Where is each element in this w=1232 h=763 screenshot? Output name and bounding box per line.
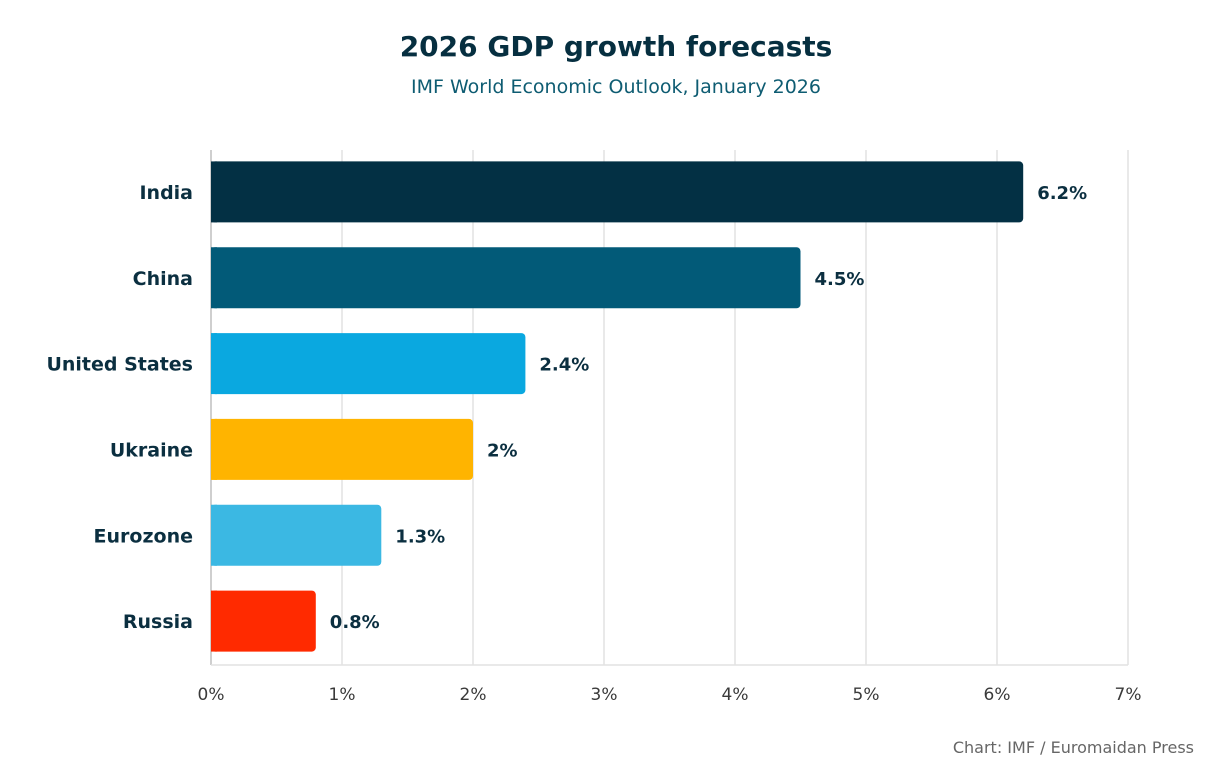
- value-label: 6.2%: [1037, 183, 1087, 204]
- x-tick-label: 6%: [984, 685, 1011, 705]
- x-tick-label: 0%: [198, 685, 225, 705]
- value-label: 2%: [487, 440, 518, 461]
- category-label: India: [139, 182, 193, 204]
- bar: [211, 590, 316, 652]
- bar-left-edge: [211, 247, 217, 309]
- x-tick-label: 3%: [591, 685, 618, 705]
- value-label: 4.5%: [815, 269, 865, 290]
- chart-credit: Chart: IMF / Euromaidan Press: [952, 738, 1194, 757]
- bar-left-edge: [211, 161, 217, 223]
- bar: [211, 504, 382, 566]
- bar: [211, 418, 473, 480]
- value-label: 2.4%: [539, 355, 589, 376]
- category-label: United States: [46, 354, 193, 376]
- x-tick-label: 1%: [329, 685, 356, 705]
- x-tick-label: 4%: [722, 685, 749, 705]
- bar-left-edge: [211, 333, 217, 395]
- x-tick-label: 5%: [853, 685, 880, 705]
- bar: [211, 161, 1024, 223]
- chart-title: 2026 GDP growth forecasts: [399, 30, 833, 63]
- bar: [211, 247, 801, 309]
- chart-subtitle: IMF World Economic Outlook, January 2026: [411, 76, 821, 98]
- bar: [211, 333, 526, 395]
- x-tick-label: 2%: [460, 685, 487, 705]
- value-label: 1.3%: [395, 526, 445, 547]
- bar-left-edge: [211, 504, 217, 566]
- category-label: China: [133, 268, 193, 290]
- category-label: Ukraine: [110, 439, 193, 461]
- category-label: Russia: [123, 611, 193, 633]
- bar-left-edge: [211, 418, 217, 480]
- category-label: Eurozone: [94, 525, 193, 547]
- value-label: 0.8%: [330, 612, 380, 633]
- bar-left-edge: [211, 590, 217, 652]
- x-tick-label: 7%: [1115, 685, 1142, 705]
